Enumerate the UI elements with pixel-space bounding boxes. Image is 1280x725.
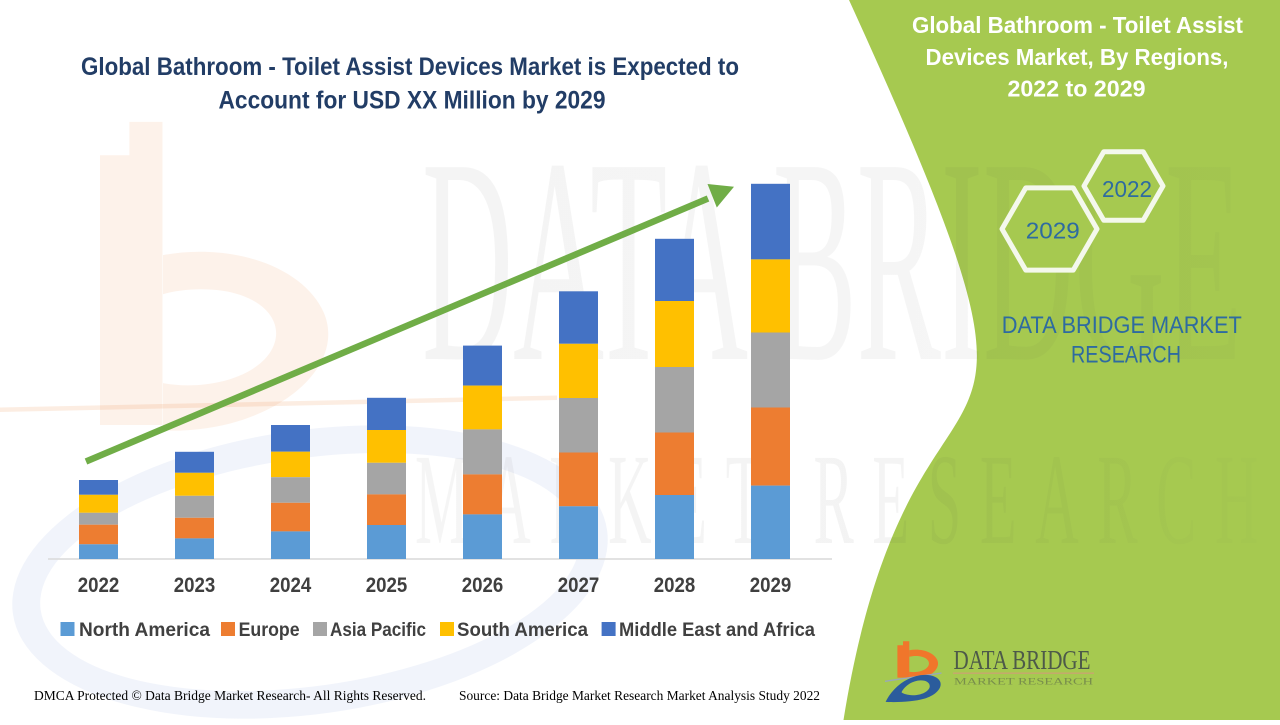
svg-text:DATA BRIDGE: DATA BRIDGE bbox=[422, 99, 1242, 423]
svg-text:Account for USD XX Million by: Account for USD XX Million by 2029 bbox=[219, 86, 606, 114]
svg-text:RESEARCH: RESEARCH bbox=[1071, 342, 1181, 369]
svg-text:Europe: Europe bbox=[239, 620, 300, 641]
svg-text:MARKET RESEARCH: MARKET RESEARCH bbox=[415, 428, 1277, 572]
svg-text:2029: 2029 bbox=[750, 574, 792, 597]
svg-text:2025: 2025 bbox=[366, 574, 408, 597]
svg-text:MARKET RESEARCH: MARKET RESEARCH bbox=[954, 678, 1093, 688]
svg-text:Global Bathroom - Toilet Assis: Global Bathroom - Toilet Assist bbox=[912, 12, 1243, 38]
svg-text:2022: 2022 bbox=[1102, 176, 1152, 202]
svg-text:South America: South America bbox=[457, 620, 588, 641]
svg-text:DATA BRIDGE MARKET: DATA BRIDGE MARKET bbox=[1002, 312, 1242, 339]
svg-text:2026: 2026 bbox=[462, 574, 504, 597]
svg-text:2022 to 2029: 2022 to 2029 bbox=[1008, 75, 1146, 101]
svg-text:North America: North America bbox=[79, 620, 210, 641]
svg-text:2029: 2029 bbox=[1026, 218, 1080, 244]
svg-text:Middle East and Africa: Middle East and Africa bbox=[619, 620, 815, 641]
svg-text:2027: 2027 bbox=[558, 574, 600, 597]
svg-text:2024: 2024 bbox=[270, 574, 312, 597]
svg-text:Source: Data Bridge Market Res: Source: Data Bridge Market Research Mark… bbox=[459, 689, 820, 704]
svg-text:DATA BRIDGE: DATA BRIDGE bbox=[954, 645, 1091, 675]
svg-text:2023: 2023 bbox=[174, 574, 216, 597]
svg-text:2022: 2022 bbox=[78, 574, 120, 597]
svg-text:Asia Pacific: Asia Pacific bbox=[330, 620, 426, 641]
svg-text:Global Bathroom - Toilet Assis: Global Bathroom - Toilet Assist Devices … bbox=[81, 53, 739, 81]
svg-text:2028: 2028 bbox=[654, 574, 696, 597]
svg-text:DMCA Protected © Data Bridge M: DMCA Protected © Data Bridge Market Rese… bbox=[34, 689, 426, 704]
svg-text:Devices Market, By Regions,: Devices Market, By Regions, bbox=[926, 44, 1229, 70]
